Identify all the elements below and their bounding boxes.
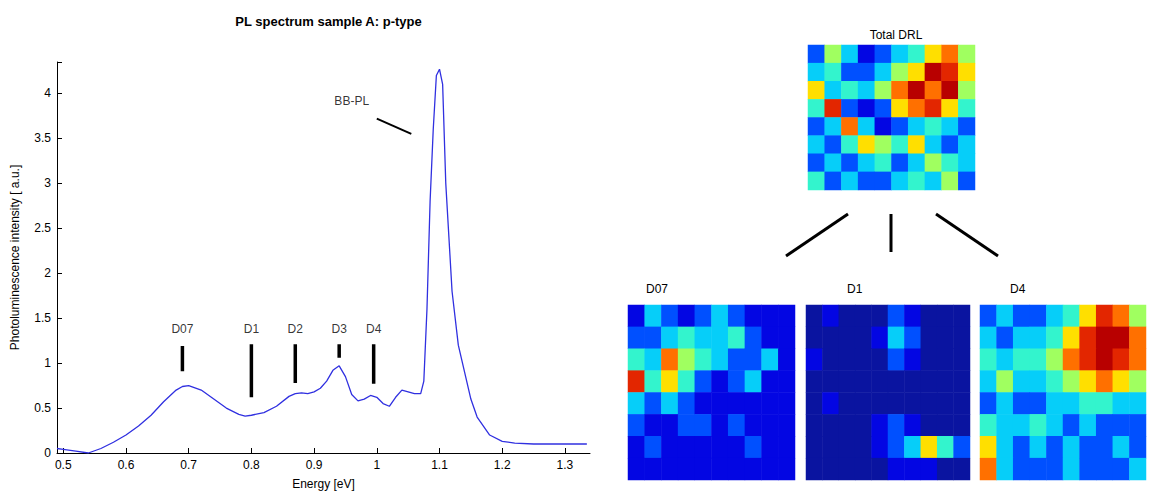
svg-text:D2: D2 xyxy=(288,322,304,336)
svg-text:D4: D4 xyxy=(366,322,382,336)
svg-text:D1: D1 xyxy=(847,282,863,296)
svg-text:3: 3 xyxy=(44,176,51,190)
svg-text:0.5: 0.5 xyxy=(34,401,51,415)
svg-text:D3: D3 xyxy=(332,322,348,336)
svg-text:PL spectrum sample A: p-type: PL spectrum sample A: p-type xyxy=(235,14,421,29)
svg-text:1.1: 1.1 xyxy=(431,458,448,472)
svg-text:0.8: 0.8 xyxy=(243,458,260,472)
svg-text:1.5: 1.5 xyxy=(34,311,51,325)
svg-text:1.3: 1.3 xyxy=(557,458,574,472)
svg-text:0: 0 xyxy=(44,446,51,460)
svg-text:2: 2 xyxy=(44,266,51,280)
svg-text:D07: D07 xyxy=(171,322,193,336)
svg-text:1: 1 xyxy=(373,458,380,472)
svg-text:0.9: 0.9 xyxy=(306,458,323,472)
svg-text:Photoluminescence intensity [: Photoluminescence intensity [ a.u.] xyxy=(8,165,22,350)
svg-text:1.2: 1.2 xyxy=(494,458,511,472)
svg-text:BB-PL: BB-PL xyxy=(334,94,369,108)
svg-text:D4: D4 xyxy=(1010,282,1026,296)
svg-text:0.6: 0.6 xyxy=(118,458,135,472)
svg-text:D1: D1 xyxy=(244,322,260,336)
svg-text:1: 1 xyxy=(44,356,51,370)
svg-text:2.5: 2.5 xyxy=(34,221,51,235)
svg-text:3.5: 3.5 xyxy=(34,131,51,145)
svg-text:0.7: 0.7 xyxy=(180,458,197,472)
svg-text:Energy [eV]: Energy [eV] xyxy=(292,477,355,491)
svg-text:D07: D07 xyxy=(646,282,668,296)
svg-text:4: 4 xyxy=(44,86,51,100)
svg-text:Total DRL: Total DRL xyxy=(870,28,923,42)
svg-text:0.5: 0.5 xyxy=(55,458,72,472)
